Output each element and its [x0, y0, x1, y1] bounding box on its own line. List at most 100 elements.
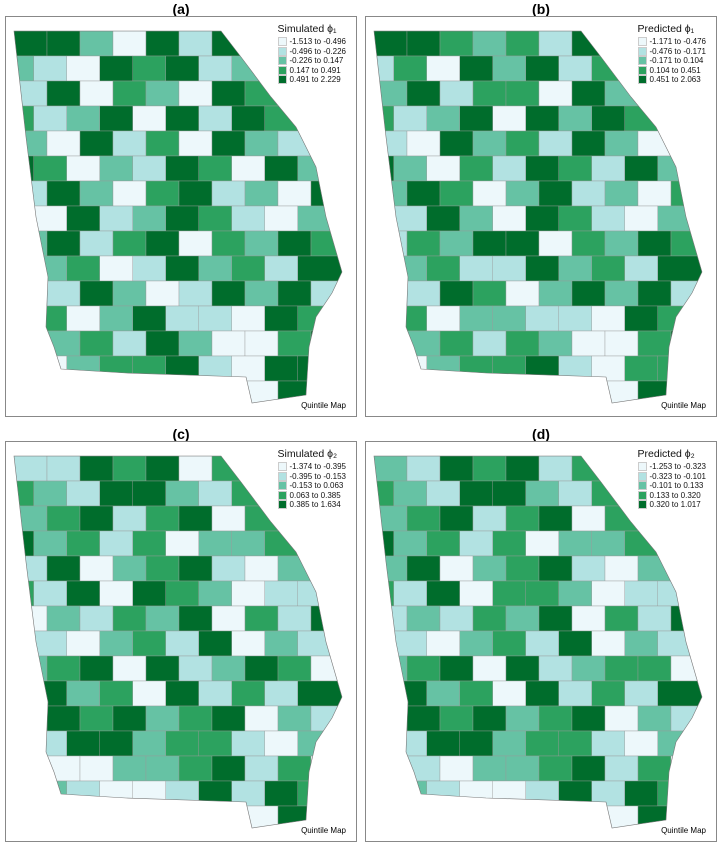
county	[277, 505, 312, 532]
map-footer: Quintile Map	[661, 401, 706, 410]
legend-swatch	[277, 490, 287, 500]
county	[393, 730, 427, 757]
county	[244, 555, 279, 582]
county	[79, 130, 114, 157]
county	[505, 180, 540, 207]
county	[472, 180, 507, 207]
county	[14, 580, 35, 607]
county	[374, 55, 395, 82]
county	[244, 705, 279, 732]
county	[459, 205, 494, 232]
county	[670, 505, 702, 532]
county	[99, 105, 134, 132]
map-legend: Simulated ϕ₁ -1.513 to -0.496 -0.496 to -…	[277, 23, 346, 85]
county	[591, 580, 626, 607]
county	[14, 180, 48, 207]
county	[46, 80, 81, 107]
county	[439, 380, 474, 403]
county	[505, 456, 540, 482]
county	[505, 755, 540, 782]
county	[264, 355, 298, 382]
county	[165, 155, 200, 182]
county	[538, 280, 573, 307]
county	[244, 605, 279, 632]
county	[33, 105, 67, 132]
county	[472, 555, 507, 582]
county	[132, 255, 167, 282]
county	[406, 280, 441, 307]
county	[165, 355, 200, 382]
legend-item: -0.226 to 0.147	[277, 56, 346, 66]
county	[66, 580, 100, 607]
county	[14, 805, 48, 828]
county	[374, 505, 408, 532]
county	[46, 605, 81, 632]
georgia-choropleth	[373, 455, 703, 829]
county	[472, 31, 507, 57]
county	[604, 605, 639, 632]
panel-label: (c)	[172, 426, 190, 442]
county	[525, 355, 560, 382]
county	[459, 105, 494, 132]
map-legend: Predicted ϕ₂ -1.253 to -0.323 -0.323 to -…	[637, 448, 706, 510]
legend-range: 0.320 to 1.017	[649, 500, 701, 510]
county	[112, 555, 147, 582]
county	[14, 155, 35, 182]
county	[472, 130, 507, 157]
county	[538, 705, 573, 732]
county	[297, 730, 342, 757]
county	[14, 330, 48, 357]
county	[33, 355, 67, 382]
legend-swatch	[277, 56, 287, 66]
legend-range: -1.374 to -0.395	[289, 462, 346, 472]
county	[132, 305, 167, 332]
legend-range: 0.147 to 0.491	[289, 65, 341, 75]
panel-label: (d)	[532, 426, 550, 442]
county	[374, 230, 408, 257]
legend-range: -0.101 to 0.133	[649, 481, 704, 491]
county	[558, 105, 593, 132]
county	[393, 255, 427, 282]
legend-swatch	[277, 75, 287, 85]
county	[637, 605, 672, 632]
county	[374, 530, 395, 557]
county	[46, 330, 81, 357]
county	[99, 680, 134, 707]
county	[374, 180, 408, 207]
county	[525, 730, 560, 757]
county	[406, 655, 441, 682]
county	[624, 155, 658, 182]
county	[264, 255, 298, 282]
legend-title: Simulated ϕ₂	[277, 448, 338, 460]
county	[79, 31, 114, 57]
county	[591, 780, 626, 807]
county	[112, 755, 147, 782]
county	[165, 680, 200, 707]
county	[374, 280, 408, 307]
county	[277, 80, 312, 107]
georgia-choropleth	[13, 455, 343, 829]
county	[46, 805, 81, 828]
legend-item: -0.153 to 0.063	[277, 481, 346, 491]
county	[492, 680, 527, 707]
county	[426, 530, 460, 557]
county	[14, 280, 48, 307]
legend-item: 0.491 to 2.229	[277, 75, 346, 85]
county	[14, 130, 48, 157]
county	[231, 780, 266, 807]
county	[14, 380, 48, 403]
legend-title: Simulated ϕ₁	[277, 23, 337, 35]
legend-swatch	[277, 471, 287, 481]
county	[426, 355, 460, 382]
county	[244, 755, 279, 782]
county	[657, 155, 702, 182]
map-panel: Simulated ϕ₂ -1.374 to -0.395 -0.395 to -…	[5, 441, 357, 842]
county	[591, 205, 626, 232]
county	[165, 580, 200, 607]
county	[14, 305, 35, 332]
county	[211, 655, 246, 682]
county	[374, 255, 395, 282]
county	[604, 180, 639, 207]
county	[145, 80, 180, 107]
county	[79, 705, 114, 732]
